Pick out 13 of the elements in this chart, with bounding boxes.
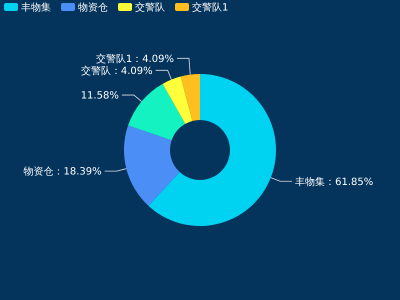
legend-label: 物资仓 (78, 2, 108, 14)
slice-label: 交警队 (80, 64, 111, 77)
slice-label: 物资仓 (24, 166, 54, 178)
legend-label: 交警队 (135, 2, 165, 14)
data-label: ：4.09% (110, 66, 153, 77)
slice-label: 丰物集 (295, 176, 326, 188)
data-label: ：61.85% (325, 176, 374, 188)
data-label: 11.58% (80, 90, 119, 102)
legend-label: 交警队1 (192, 2, 228, 14)
data-label: ：18.39% (54, 166, 102, 178)
data-label: ：4.09% (132, 54, 174, 65)
slice-label: 交警队1 (96, 52, 132, 65)
legend-label: 丰物集 (21, 2, 51, 14)
